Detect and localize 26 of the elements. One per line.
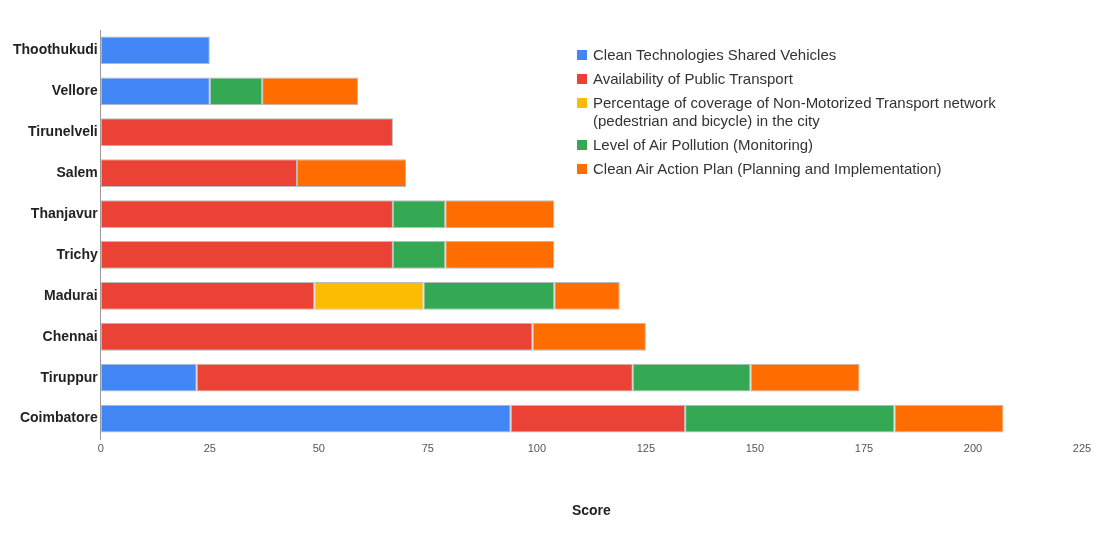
x-tick-label: 0	[97, 441, 104, 454]
y-tick-label: Salem	[56, 164, 98, 181]
x-tick-label: 125	[636, 441, 656, 454]
x-tick-label: 50	[312, 441, 325, 454]
x-tick-label: 100	[527, 441, 547, 454]
y-tick-label: Madurai	[44, 286, 98, 303]
x-axis-title: Score	[571, 502, 612, 519]
y-tick-label: Tiruppur	[40, 368, 99, 385]
x-tick-label: 225	[1072, 441, 1092, 454]
legend-label: Clean Technologies Shared Vehicles	[593, 46, 837, 64]
x-tick-label: 25	[203, 441, 216, 454]
legend-label: Availability of Public Transport	[593, 70, 793, 88]
y-tick-label: Tirunelveli	[27, 123, 98, 140]
y-tick-label: Chennai	[42, 327, 98, 344]
legend-label: Level of Air Pollution (Monitoring)	[593, 136, 814, 154]
y-tick-label: Trichy	[56, 245, 98, 262]
y-tick-label: Coimbatore	[19, 409, 98, 426]
legend-label: Clean Air Action Plan (Planning and Implementation)	[593, 160, 942, 178]
x-tick-label: 150	[745, 441, 765, 454]
y-tick-label: Vellore	[51, 82, 98, 99]
legend-label: Percentage of coverage of Non-Motorized Transport network (pedestrian and bicycle) in the city	[593, 94, 997, 130]
y-tick-label: Thanjavur	[30, 204, 99, 221]
x-tick-label: 75	[421, 441, 434, 454]
x-tick-label: 175	[854, 441, 874, 454]
y-tick-label: Thoothukudi	[12, 41, 98, 58]
x-tick-label: 200	[963, 441, 983, 454]
